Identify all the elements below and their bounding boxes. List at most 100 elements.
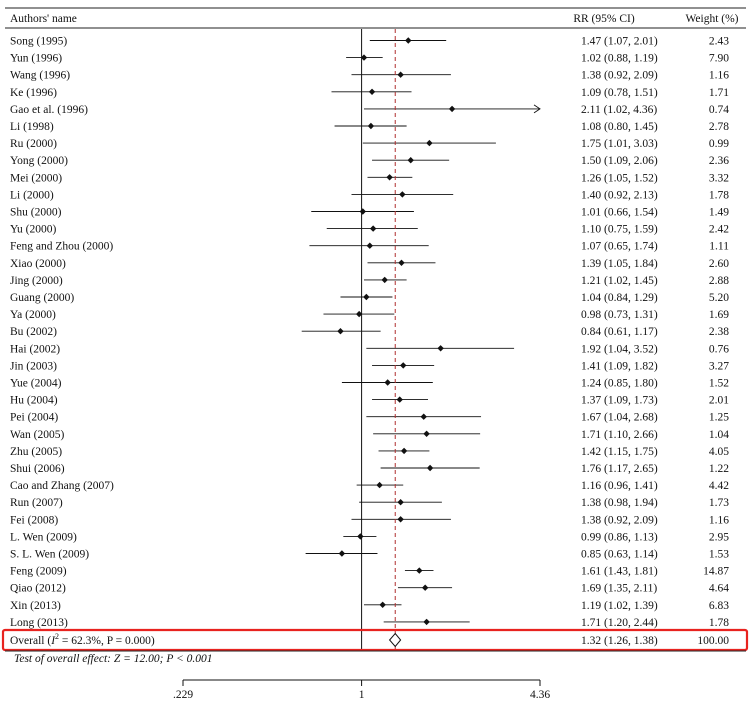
reference-lines bbox=[361, 29, 396, 651]
study-point bbox=[355, 310, 363, 318]
study-weight: 1.16 bbox=[709, 70, 729, 82]
study-name: Pei (2004) bbox=[10, 412, 58, 424]
study-row: Feng and Zhou (2000) 1.07 (0.65, 1.74) 1.1… bbox=[10, 241, 729, 253]
study-weight: 1.11 bbox=[709, 241, 729, 253]
study-row: Ke (1996) 1.09 (0.78, 1.51) 1.71 bbox=[10, 87, 729, 99]
study-point bbox=[366, 242, 373, 249]
study-name: Wang (1996) bbox=[10, 70, 70, 82]
overall-label: Overall (I2 = 62.3%, P = 0.000) bbox=[10, 632, 155, 647]
test-overall-effect: Test of overall effect: Z = 12.00; P < 0… bbox=[14, 653, 213, 665]
study-point bbox=[421, 584, 429, 591]
study-name: Jing (2000) bbox=[10, 275, 63, 287]
study-weight: 0.74 bbox=[709, 104, 729, 116]
study-row: Li (1998) 1.08 (0.80, 1.45) 2.78 bbox=[10, 121, 729, 133]
study-name: Qiao (2012) bbox=[10, 583, 66, 595]
study-ci-text: 1.41 (1.09, 1.82) bbox=[581, 360, 658, 372]
study-ci-text: 1.39 (1.05, 1.84) bbox=[581, 258, 658, 270]
x-tick-label: 4.36 bbox=[530, 689, 550, 701]
study-name: L. Wen (2009) bbox=[10, 531, 77, 543]
study-name: Song (1995) bbox=[10, 36, 67, 48]
study-row: Song (1995) 1.47 (1.07, 2.01) 2.43 bbox=[10, 36, 729, 48]
study-ci-text: 1.38 (0.92, 2.09) bbox=[581, 514, 658, 526]
study-ci-text: 1.04 (0.84, 1.29) bbox=[581, 292, 658, 304]
study-weight: 1.25 bbox=[709, 412, 729, 424]
study-row: Wang (1996) 1.38 (0.92, 2.09) 1.16 bbox=[10, 70, 729, 82]
study-row: Xin (2013) 1.19 (1.02, 1.39) 6.83 bbox=[10, 600, 729, 612]
study-row: Gao et al. (1996) 2.11 (1.02, 4.36) 0.74 bbox=[10, 104, 729, 116]
study-ci-text: 0.84 (0.61, 1.17) bbox=[581, 326, 658, 338]
study-ci-text: 1.10 (0.75, 1.59) bbox=[581, 224, 658, 236]
study-point bbox=[397, 516, 404, 523]
study-ci-text: 0.98 (0.73, 1.31) bbox=[581, 309, 658, 321]
study-row: Ya (2000) 0.98 (0.73, 1.31) 1.69 bbox=[10, 309, 729, 321]
study-ci-text: 1.61 (1.43, 1.81) bbox=[581, 566, 658, 578]
study-point bbox=[405, 37, 412, 44]
study-weight: 1.04 bbox=[709, 429, 729, 441]
study-ci-text: 1.71 (1.20, 2.44) bbox=[581, 617, 658, 629]
study-point bbox=[398, 259, 405, 266]
study-name: Bu (2002) bbox=[10, 326, 57, 338]
study-weight: 4.05 bbox=[709, 446, 729, 458]
study-ci-text: 1.26 (1.05, 1.52) bbox=[581, 172, 658, 184]
study-ci-text: 1.47 (1.07, 2.01) bbox=[581, 36, 658, 48]
study-point bbox=[437, 345, 444, 352]
study-weight: 7.90 bbox=[709, 53, 729, 65]
header-weight: Weight (%) bbox=[685, 13, 738, 25]
study-weight: 1.53 bbox=[709, 549, 729, 561]
study-weight: 0.99 bbox=[709, 138, 729, 150]
study-row: Yong (2000) 1.50 (1.09, 2.06) 2.36 bbox=[10, 155, 729, 167]
study-name: Mei (2000) bbox=[10, 172, 62, 184]
study-point bbox=[416, 567, 423, 574]
study-point bbox=[397, 71, 404, 78]
study-ci-text: 1.92 (1.04, 3.52) bbox=[581, 343, 658, 355]
study-row: Guang (2000) 1.04 (0.84, 1.29) 5.20 bbox=[10, 292, 729, 304]
study-name: Shu (2000) bbox=[10, 207, 62, 219]
study-name: Yun (1996) bbox=[10, 53, 62, 65]
study-weight: 2.36 bbox=[709, 155, 729, 167]
study-name: Guang (2000) bbox=[10, 292, 74, 304]
study-row: S. L. Wen (2009) 0.85 (0.63, 1.14) 1.53 bbox=[10, 549, 729, 561]
study-ci-text: 1.69 (1.35, 2.11) bbox=[581, 583, 657, 595]
study-name: Run (2007) bbox=[10, 497, 63, 509]
overall-label-suffix: = 62.3%, P = 0.000) bbox=[59, 635, 155, 647]
study-ci-text: 1.42 (1.15, 1.75) bbox=[581, 446, 658, 458]
study-point bbox=[399, 191, 406, 198]
study-row: Hai (2002) 1.92 (1.04, 3.52) 0.76 bbox=[10, 343, 729, 355]
study-row: Zhu (2005) 1.42 (1.15, 1.75) 4.05 bbox=[10, 446, 729, 458]
study-point bbox=[360, 54, 368, 61]
study-row: Pei (2004) 1.67 (1.04, 2.68) 1.25 bbox=[10, 412, 729, 424]
study-ci-text: 1.09 (0.78, 1.51) bbox=[581, 87, 658, 99]
study-name: Li (2000) bbox=[10, 189, 54, 201]
study-name: Yong (2000) bbox=[10, 155, 68, 167]
study-name: Cao and Zhang (2007) bbox=[10, 480, 114, 492]
study-weight: 1.52 bbox=[709, 378, 729, 390]
study-rows: Song (1995) 1.47 (1.07, 2.01) 2.43 Yun (199… bbox=[10, 36, 729, 629]
study-name: Wan (2005) bbox=[10, 429, 64, 441]
study-ci-text: 1.21 (1.02, 1.45) bbox=[581, 275, 658, 287]
overall-label-prefix: Overall ( bbox=[10, 635, 51, 647]
study-point bbox=[423, 618, 430, 626]
study-point bbox=[368, 88, 376, 95]
study-name: Xin (2013) bbox=[10, 600, 61, 612]
study-point bbox=[400, 362, 407, 369]
study-ci-text: 0.99 (0.86, 1.13) bbox=[581, 531, 658, 543]
study-row: Yun (1996) 1.02 (0.88, 1.19) 7.90 bbox=[10, 53, 729, 65]
study-weight: 2.42 bbox=[709, 224, 729, 236]
study-point bbox=[367, 122, 375, 130]
study-weight: 1.22 bbox=[709, 463, 729, 475]
study-weight: 4.64 bbox=[709, 583, 729, 595]
study-point bbox=[359, 208, 367, 215]
study-name: Feng and Zhou (2000) bbox=[10, 241, 113, 253]
study-weight: 1.71 bbox=[709, 87, 729, 99]
study-name: Gao et al. (1996) bbox=[10, 104, 88, 116]
study-ci-text: 1.02 (0.88, 1.19) bbox=[581, 53, 658, 65]
study-row: Feng (2009) 1.61 (1.43, 1.81) 14.87 bbox=[10, 566, 729, 578]
study-weight: 2.78 bbox=[709, 121, 729, 133]
study-ci-text: 1.07 (0.65, 1.74) bbox=[581, 241, 658, 253]
study-name: Jin (2003) bbox=[10, 360, 57, 372]
study-name: Yu (2000) bbox=[10, 224, 56, 236]
study-row: Jin (2003) 1.41 (1.09, 1.82) 3.27 bbox=[10, 360, 729, 372]
study-row: Shui (2006) 1.76 (1.17, 2.65) 1.22 bbox=[10, 463, 729, 475]
study-ci-text: 1.19 (1.02, 1.39) bbox=[581, 600, 658, 612]
study-weight: 14.87 bbox=[703, 566, 729, 578]
